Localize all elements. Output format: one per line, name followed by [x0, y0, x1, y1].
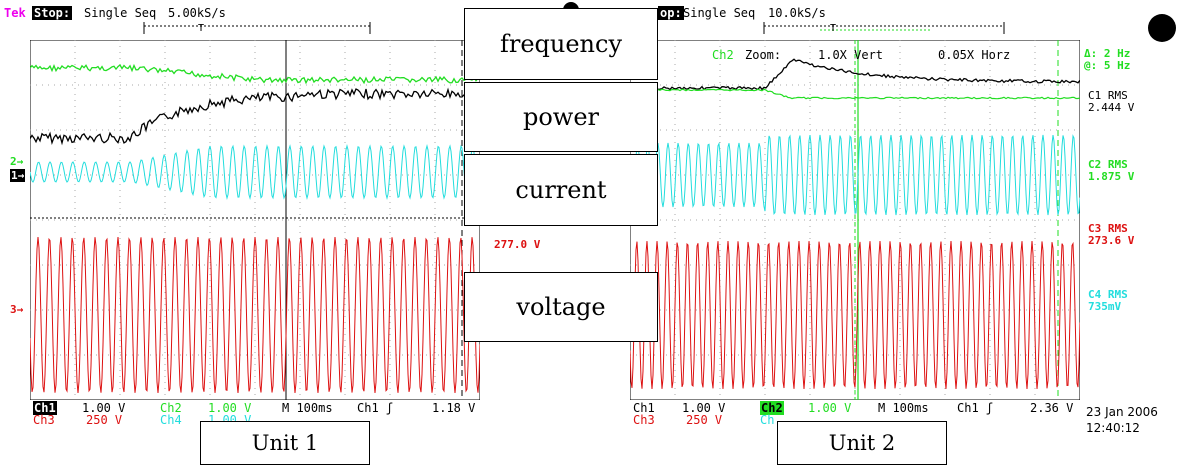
u1-ch1-scale: 1.00 V	[82, 401, 126, 415]
u1-brand: Tek	[4, 6, 26, 20]
u2-ch2-scale: 1.00 V	[808, 401, 852, 415]
u2-ch3-tag: Ch3	[633, 413, 655, 427]
u1-ch4-tag: Ch4	[160, 413, 182, 427]
u2-c4-rms-value: 735mV	[1088, 300, 1122, 313]
svg-text:T: T	[198, 23, 204, 34]
u1-ch3-rms: 277.0 V	[494, 238, 541, 251]
u2-trace-current	[630, 134, 1080, 216]
u2-ch1-scale: 1.00 V	[682, 401, 726, 415]
u1-trigger: Ch1 ʃ	[357, 401, 394, 415]
u2-mode: Single Seq	[683, 6, 756, 20]
u2-trace-frequency	[630, 88, 1080, 100]
unit2-scope-screen	[630, 40, 1080, 400]
u2-rate: 10.0kS/s	[768, 6, 826, 20]
label-frequency: frequency	[464, 8, 658, 80]
u2-c1-rms-label: C1 RMS	[1088, 89, 1128, 102]
u1-marker-ch1: 1→	[10, 169, 26, 182]
u1-timebase: M 100ms	[282, 401, 333, 415]
u2-ch3-scale: 250 V	[686, 413, 723, 427]
u1-trace-frequency	[30, 63, 480, 85]
u2-c1-rms-value: 2.444 V	[1088, 101, 1135, 114]
u2-cursor-delta: Δ: 2 Hz	[1084, 47, 1131, 60]
u2-timebase: M 100ms	[878, 401, 929, 415]
u2-date: 23 Jan 2006	[1086, 405, 1158, 419]
unit1-scope-screen	[30, 40, 480, 400]
u2-trigger: Ch1 ʃ	[957, 401, 994, 415]
u2-ch4-tag: Ch	[760, 413, 775, 427]
u1-trigger-level: 1.18 V	[432, 401, 476, 415]
u2-c2-rms-value: 1.875 V	[1088, 170, 1135, 183]
u2-c2-rms-label: C2 RMS	[1088, 158, 1128, 171]
u1-record-bar: T	[143, 22, 371, 34]
u2-trace-voltage	[630, 240, 1080, 390]
u1-trace-current	[30, 144, 480, 200]
u1-trace-voltage	[30, 236, 480, 394]
u2-zoom-label: Zoom:	[745, 48, 782, 62]
u2-zoom-vert: 1.0X Vert	[818, 48, 884, 62]
u2-stop-badge: op:	[658, 6, 684, 20]
u2-c4-rms-label: C4 RMS	[1088, 288, 1128, 301]
u2-trace-power	[630, 58, 1080, 91]
u2-trigger-level: 2.36 V	[1030, 401, 1074, 415]
u2-ch1-tag: Ch1	[633, 401, 655, 415]
u1-ch2-scale: 1.00 V	[208, 401, 252, 415]
u2-zoom-ch: Ch2	[712, 48, 734, 62]
u2-cursor-at: @: 5 Hz	[1084, 59, 1131, 72]
u2-c3-rms-label: C3 RMS	[1088, 222, 1128, 235]
u1-marker-ch3: 3→	[10, 303, 24, 316]
label-voltage: voltage	[464, 272, 658, 342]
u2-time: 12:40:12	[1086, 421, 1140, 435]
u1-ch2-tag: Ch2	[160, 401, 182, 415]
u1-ch3-scale: 250 V	[86, 413, 123, 427]
svg-text:T: T	[830, 23, 836, 34]
u1-ch1-tag: Ch1	[33, 401, 57, 415]
u1-mode: Single Seq	[84, 6, 157, 20]
u2-corner-circle-right	[1148, 14, 1176, 42]
u2-zoom-horz: 0.05X Horz	[938, 48, 1011, 62]
label-power: power	[464, 82, 658, 152]
unit1-label: Unit 1	[200, 421, 370, 465]
u2-c3-rms-value: 273.6 V	[1088, 234, 1135, 247]
u1-ch3-tag: Ch3	[33, 413, 55, 427]
u2-ch2-tag: Ch2	[760, 401, 784, 415]
label-current: current	[464, 154, 658, 226]
u1-stop-badge: Stop:	[32, 6, 73, 20]
u1-rate: 5.00kS/s	[168, 6, 226, 20]
u2-record-bar: T	[763, 22, 1005, 34]
u1-trace-power	[30, 87, 480, 146]
unit2-label: Unit 2	[777, 421, 947, 465]
u1-marker-ch2: 2→	[10, 155, 24, 168]
